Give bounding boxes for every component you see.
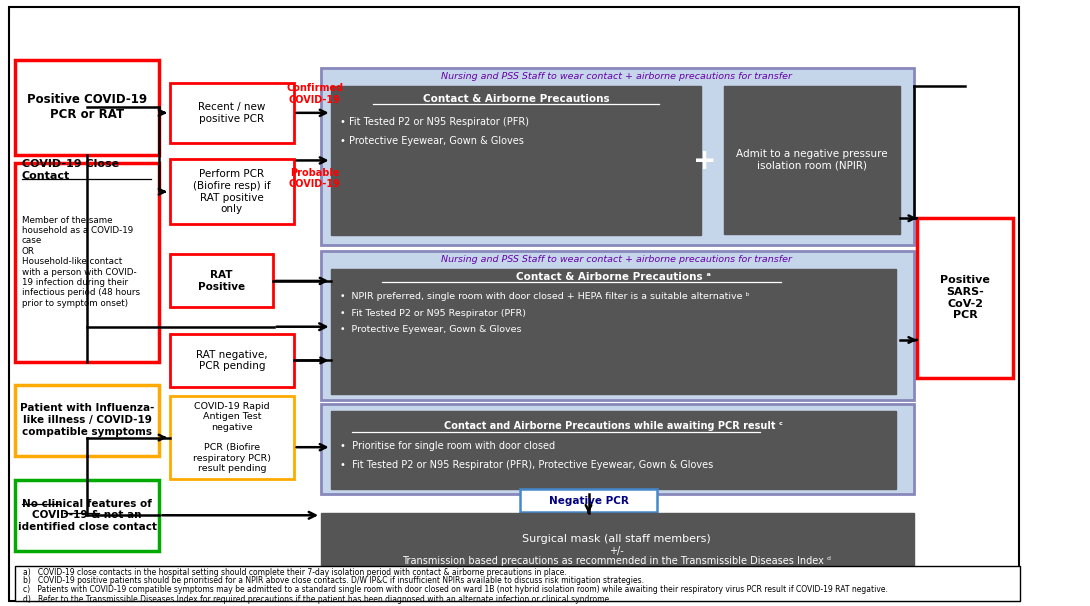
Text: +: + (693, 147, 716, 175)
Text: •  NPIR preferred, single room with door closed + HEPA filter is a suitable alte: • NPIR preferred, single room with door … (340, 292, 749, 301)
Text: Negative PCR: Negative PCR (548, 496, 629, 506)
Text: Patient with Influenza-
like illness / COVID-19
compatible symptoms: Patient with Influenza- like illness / C… (20, 404, 154, 437)
Bar (320, 251, 913, 400)
Text: Member of the same
household as a COVID-19
case
OR
Household-like contact
with a: Member of the same household as a COVID-… (22, 216, 141, 308)
Bar (170, 83, 293, 143)
Text: Admit to a negative pressure
isolation room (NPIR): Admit to a negative pressure isolation r… (736, 149, 887, 171)
Text: Contact & Airborne Precautions ᵃ: Contact & Airborne Precautions ᵃ (517, 271, 711, 282)
Bar (320, 404, 913, 494)
Text: • Protective Eyewear, Gown & Gloves: • Protective Eyewear, Gown & Gloves (340, 136, 524, 146)
Text: c)   Patients with COVID-19 compatible symptoms may be admitted to a standard si: c) Patients with COVID-19 compatible sym… (23, 585, 888, 594)
Bar (331, 411, 896, 490)
Bar (917, 218, 1014, 378)
Bar (14, 481, 159, 551)
Text: Probable
COVID-19: Probable COVID-19 (289, 168, 341, 189)
Text: •  Protective Eyewear, Gown & Gloves: • Protective Eyewear, Gown & Gloves (340, 325, 521, 335)
Text: • Fit Tested P2 or N95 Respirator (PFR): • Fit Tested P2 or N95 Respirator (PFR) (340, 117, 529, 127)
Text: RAT negative,
PCR pending: RAT negative, PCR pending (196, 350, 268, 371)
Bar (331, 85, 701, 235)
Text: Perform PCR
(Biofire resp) if
RAT positive
only: Perform PCR (Biofire resp) if RAT positi… (193, 169, 270, 214)
Text: COVID-19 Rapid
Antigen Test
negative

PCR (Biofire
respiratory PCR)
result pendi: COVID-19 Rapid Antigen Test negative PCR… (193, 402, 270, 473)
Text: Surgical mask (all staff members): Surgical mask (all staff members) (522, 534, 711, 544)
Text: b)   COVID-19 positive patients should be prioritised for a NPIR above close con: b) COVID-19 positive patients should be … (23, 576, 644, 585)
Text: Nursing and PSS Staff to wear contact + airborne precautions for transfer: Nursing and PSS Staff to wear contact + … (441, 72, 792, 81)
Bar (520, 490, 656, 512)
Bar (14, 385, 159, 456)
Text: Nursing and PSS Staff to wear contact + airborne precautions for transfer: Nursing and PSS Staff to wear contact + … (441, 255, 792, 264)
Text: d)   Refer to the Transmissible Diseases Index for required precautions if the p: d) Refer to the Transmissible Diseases I… (23, 594, 611, 604)
Bar (724, 85, 900, 234)
Bar (170, 334, 293, 387)
Bar (14, 163, 159, 362)
Text: No clinical features of
COVID-19 & not an
identified close contact: No clinical features of COVID-19 & not a… (17, 499, 157, 532)
Text: Positive COVID-19
PCR or RAT: Positive COVID-19 PCR or RAT (27, 93, 147, 121)
Bar (170, 159, 293, 224)
Text: Transmission based precautions as recommended in the Transmissible Diseases Inde: Transmission based precautions as recomm… (402, 556, 832, 566)
Bar (170, 255, 272, 307)
Bar (14, 567, 1020, 601)
Bar (331, 269, 896, 394)
Text: +/-: +/- (609, 546, 625, 556)
Text: a)   COVID-19 close contacts in the hospital setting should complete their 7-day: a) COVID-19 close contacts in the hospit… (23, 568, 567, 577)
Text: Positive
SARS-
CoV-2
PCR: Positive SARS- CoV-2 PCR (941, 275, 990, 320)
Text: Contact and Airborne Precautions while awaiting PCR result ᶜ: Contact and Airborne Precautions while a… (445, 421, 783, 431)
Text: COVID-19 Close
Contact: COVID-19 Close Contact (22, 159, 119, 181)
Bar (320, 68, 913, 245)
Text: Recent / new
positive PCR: Recent / new positive PCR (198, 102, 266, 124)
Text: Contact & Airborne Precautions: Contact & Airborne Precautions (423, 94, 609, 104)
Bar (320, 513, 913, 567)
Text: RAT
Positive: RAT Positive (197, 270, 245, 291)
Text: •  Prioritise for single room with door closed: • Prioritise for single room with door c… (340, 441, 555, 451)
Text: •  Fit Tested P2 or N95 Respirator (PFR), Protective Eyewear, Gown & Gloves: • Fit Tested P2 or N95 Respirator (PFR),… (340, 461, 713, 470)
Bar (14, 60, 159, 155)
Text: •  Fit Tested P2 or N95 Respirator (PFR): • Fit Tested P2 or N95 Respirator (PFR) (340, 309, 525, 318)
Bar (170, 396, 293, 479)
Text: Confirmed
COVID-19: Confirmed COVID-19 (287, 84, 343, 105)
